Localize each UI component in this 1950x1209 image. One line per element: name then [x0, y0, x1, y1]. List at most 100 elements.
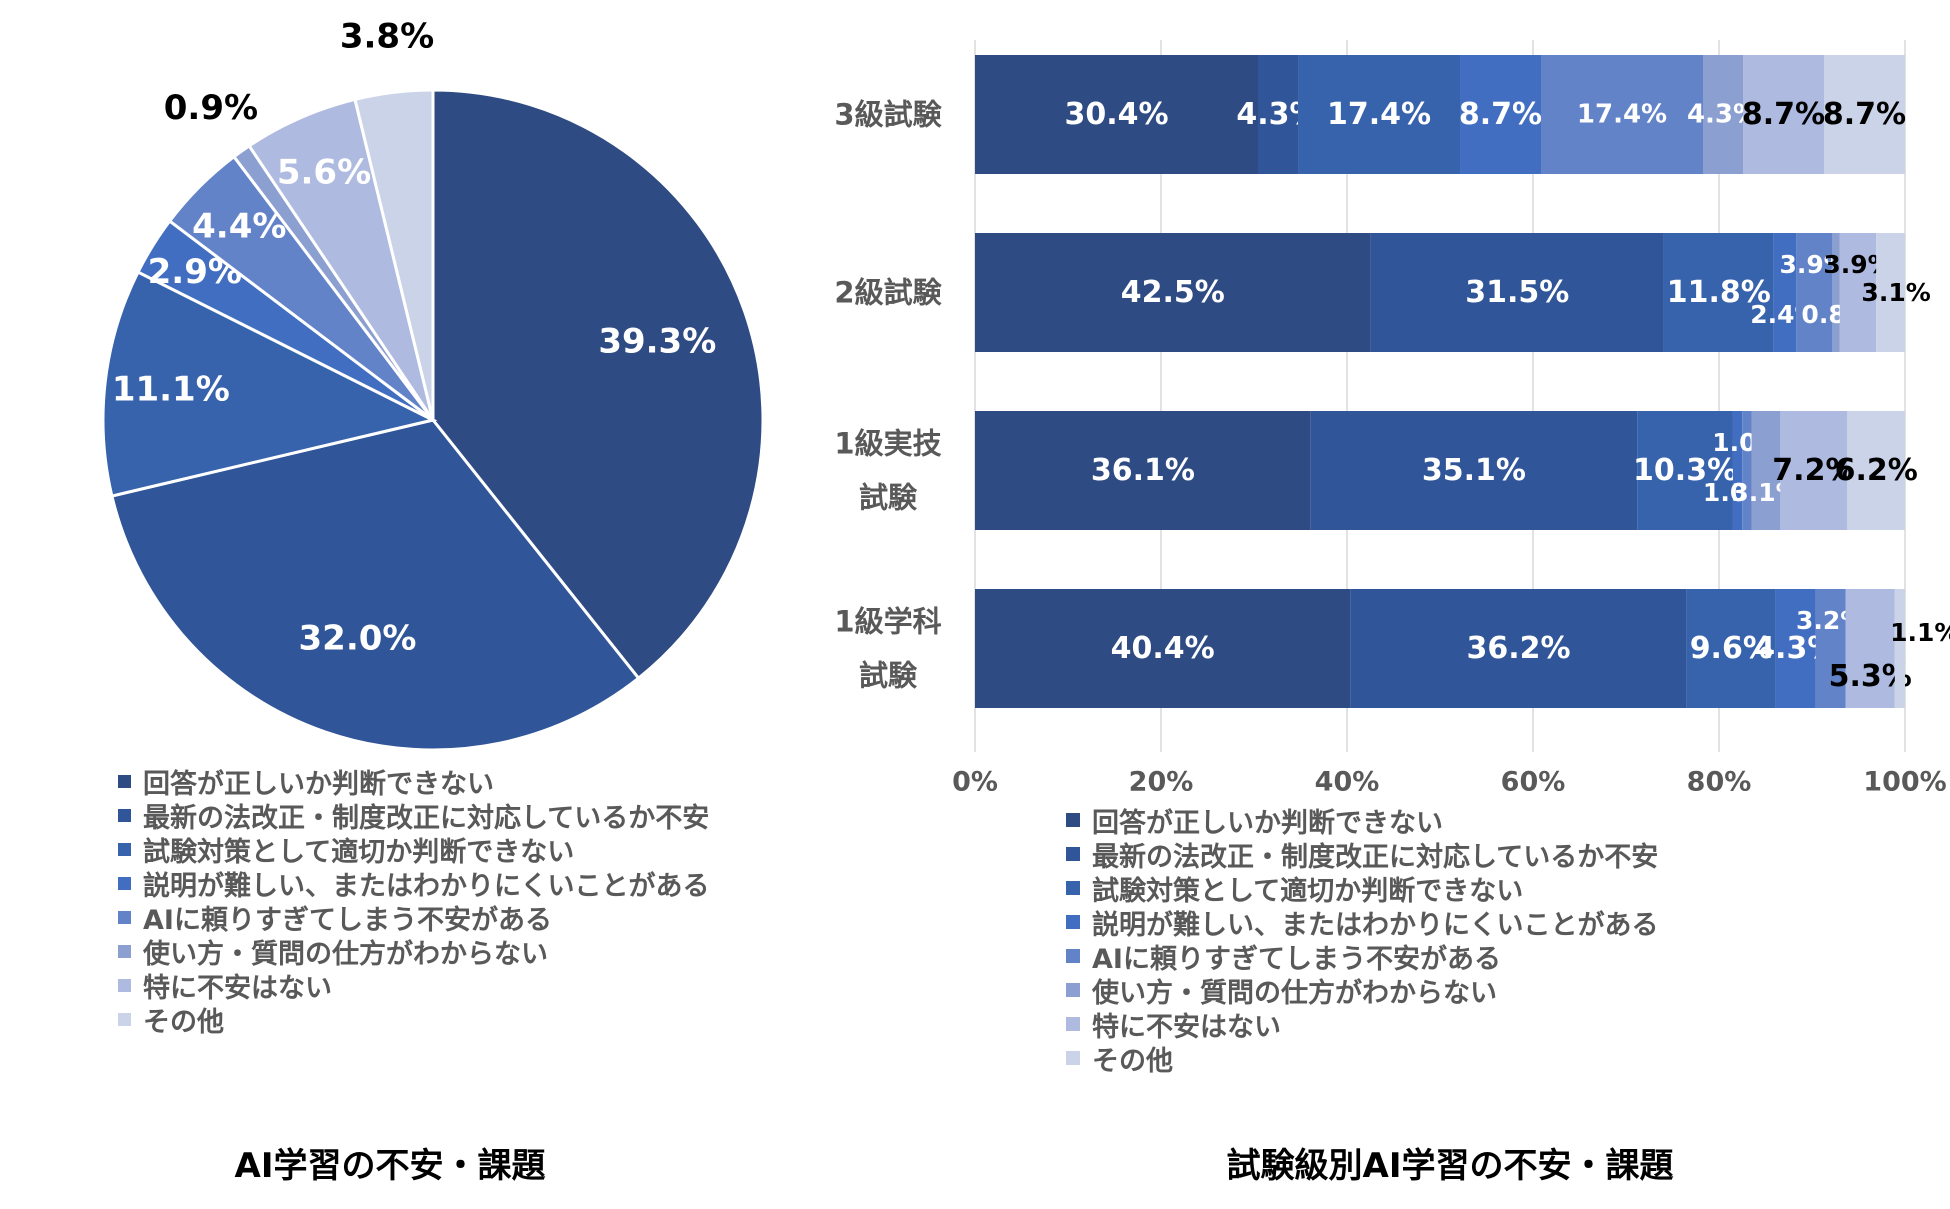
- bar-data-label: 8.7%: [1742, 97, 1825, 132]
- legend-swatch: [118, 842, 131, 856]
- bar-segment: [1824, 55, 1905, 174]
- legend-item: 特に不安はない: [118, 968, 709, 1004]
- bar-segment: [1796, 233, 1833, 352]
- bar-segment: [1742, 411, 1752, 530]
- legend-swatch: [1066, 881, 1080, 895]
- legend-item: 回答が正しいか判断できない: [1066, 803, 1658, 839]
- bar-data-label: 42.5%: [1121, 275, 1225, 310]
- legend-swatch: [1066, 915, 1080, 929]
- bar-segment: [1310, 411, 1638, 530]
- bar-segment: [1460, 55, 1542, 174]
- pie-slice: [431, 88, 765, 681]
- legend-label: 回答が正しいか判断できない: [143, 768, 494, 800]
- bar-segment: [1780, 411, 1848, 530]
- legend-item: 回答が正しいか判断できない: [118, 764, 709, 800]
- bar-data-label: 30.4%: [1064, 97, 1168, 132]
- bar-data-label: 17.4%: [1327, 97, 1431, 132]
- legend-swatch: [118, 808, 131, 822]
- bar-segment: [1876, 233, 1905, 352]
- legend-item: 使い方・質問の仕方がわからない: [118, 934, 709, 970]
- legend-swatch: [118, 774, 131, 788]
- legend-swatch: [1066, 949, 1080, 963]
- y-category-label: 3級試験: [834, 98, 942, 132]
- pie-data-label: 4.4%: [192, 206, 286, 246]
- bar-data-label: 7.2%: [1772, 453, 1855, 488]
- bar-segment: [975, 411, 1311, 530]
- legend-item: 特に不安はない: [1066, 1007, 1658, 1043]
- legend-item: AIに頼りすぎてしまう不安がある: [118, 900, 709, 936]
- bar-data-label: 3.1%: [1861, 278, 1930, 307]
- x-tick-label: 80%: [1687, 767, 1752, 798]
- bar-data-label: 11.8%: [1667, 275, 1771, 310]
- x-tick-label: 40%: [1315, 767, 1380, 798]
- bar-segment: [1751, 411, 1781, 530]
- bar-segment: [1702, 55, 1744, 174]
- bar-data-label: 36.2%: [1466, 631, 1570, 666]
- bar-segment: [1839, 233, 1877, 352]
- bar-data-label: 9.6%: [1690, 631, 1773, 666]
- legend-label: その他: [1092, 1045, 1173, 1077]
- x-tick-label: 0%: [952, 767, 998, 798]
- x-tick-label: 20%: [1129, 767, 1194, 798]
- legend-label: 試験対策として適切か判断できない: [1092, 875, 1524, 907]
- legend-label: AIに頼りすぎてしまう不安がある: [1092, 943, 1501, 975]
- bar-segment: [1370, 233, 1664, 352]
- legend-swatch: [118, 910, 131, 924]
- pie-data-label: 11.1%: [112, 369, 230, 409]
- bar-segment: [1847, 411, 1905, 530]
- legend-swatch: [118, 876, 131, 890]
- bar-segment: [1732, 411, 1743, 530]
- legend-swatch: [118, 978, 131, 992]
- pie-data-label: 0.9%: [164, 88, 258, 128]
- y-category-label: 試験: [859, 481, 918, 515]
- legend-label: 特に不安はない: [143, 972, 332, 1004]
- bar-data-label: 40.4%: [1111, 631, 1215, 666]
- legend-swatch: [118, 944, 131, 958]
- pie-chart: 39.3%32.0%11.1%2.9%4.4%0.9%5.6%3.8%: [101, 17, 765, 752]
- x-tick-label: 60%: [1501, 767, 1566, 798]
- legend-label: 最新の法改正・制度改正に対応しているか不安: [143, 802, 710, 834]
- bar-segment: [1832, 233, 1840, 352]
- legend-swatch: [1066, 847, 1080, 861]
- bar-data-label: 8.7%: [1823, 97, 1906, 132]
- legend-swatch: [1066, 983, 1080, 997]
- legend-item: その他: [118, 1002, 709, 1038]
- bar-data-label: 1.1%: [1890, 618, 1950, 647]
- bar-segment: [1894, 589, 1905, 708]
- bar-data-label: 31.5%: [1465, 275, 1569, 310]
- legend-item: 試験対策として適切か判断できない: [1066, 871, 1658, 907]
- bar-legend: 回答が正しいか判断できない 最新の法改正・制度改正に対応しているか不安 試験対策とし…: [1066, 803, 1658, 1077]
- stacked-bar-chart: 0% 20% 40% 60% 80% 100%3級試験 30.4% 4.3% 17.4% 8.7%…: [834, 40, 1950, 798]
- legend-label: その他: [143, 1006, 224, 1038]
- bar-data-label: 8.7%: [1459, 97, 1542, 132]
- bar-segment: [1845, 589, 1895, 708]
- legend-label: 回答が正しいか判断できない: [1092, 807, 1443, 839]
- legend-item: 試験対策として適切か判断できない: [118, 832, 709, 868]
- pie-legend: 回答が正しいか判断できない 最新の法改正・制度改正に対応しているか不安 試験対策とし…: [118, 764, 710, 1038]
- legend-swatch: [1066, 1051, 1080, 1065]
- x-tick-label: 100%: [1863, 767, 1946, 798]
- legend-item: AIに頼りすぎてしまう不安がある: [1066, 939, 1658, 975]
- bar-segment: [1773, 233, 1797, 352]
- legend-label: 使い方・質問の仕方がわからない: [1092, 977, 1497, 1009]
- pie-data-label: 5.6%: [277, 152, 371, 192]
- legend-item: 最新の法改正・制度改正に対応しているか不安: [118, 798, 710, 834]
- legend-item: 使い方・質問の仕方がわからない: [1066, 973, 1658, 1009]
- legend-label: AIに頼りすぎてしまう不安がある: [143, 904, 552, 936]
- legend-swatch: [118, 1012, 131, 1026]
- bar-segment: [975, 589, 1351, 708]
- legend-label: 使い方・質問の仕方がわからない: [143, 938, 548, 970]
- bar-segment: [1350, 589, 1687, 708]
- bar-segment: [1637, 411, 1733, 530]
- pie-slice: [101, 270, 438, 498]
- bar-data-label: 10.3%: [1633, 453, 1737, 488]
- legend-swatch: [1066, 1017, 1080, 1031]
- bar-segment: [1775, 589, 1816, 708]
- bar-segment: [1298, 55, 1461, 174]
- legend-item: その他: [1066, 1041, 1658, 1077]
- bar-segment: [1258, 55, 1299, 174]
- y-category-label: 試験: [859, 659, 918, 693]
- bar-segment: [975, 233, 1371, 352]
- bar-segment: [975, 55, 1258, 174]
